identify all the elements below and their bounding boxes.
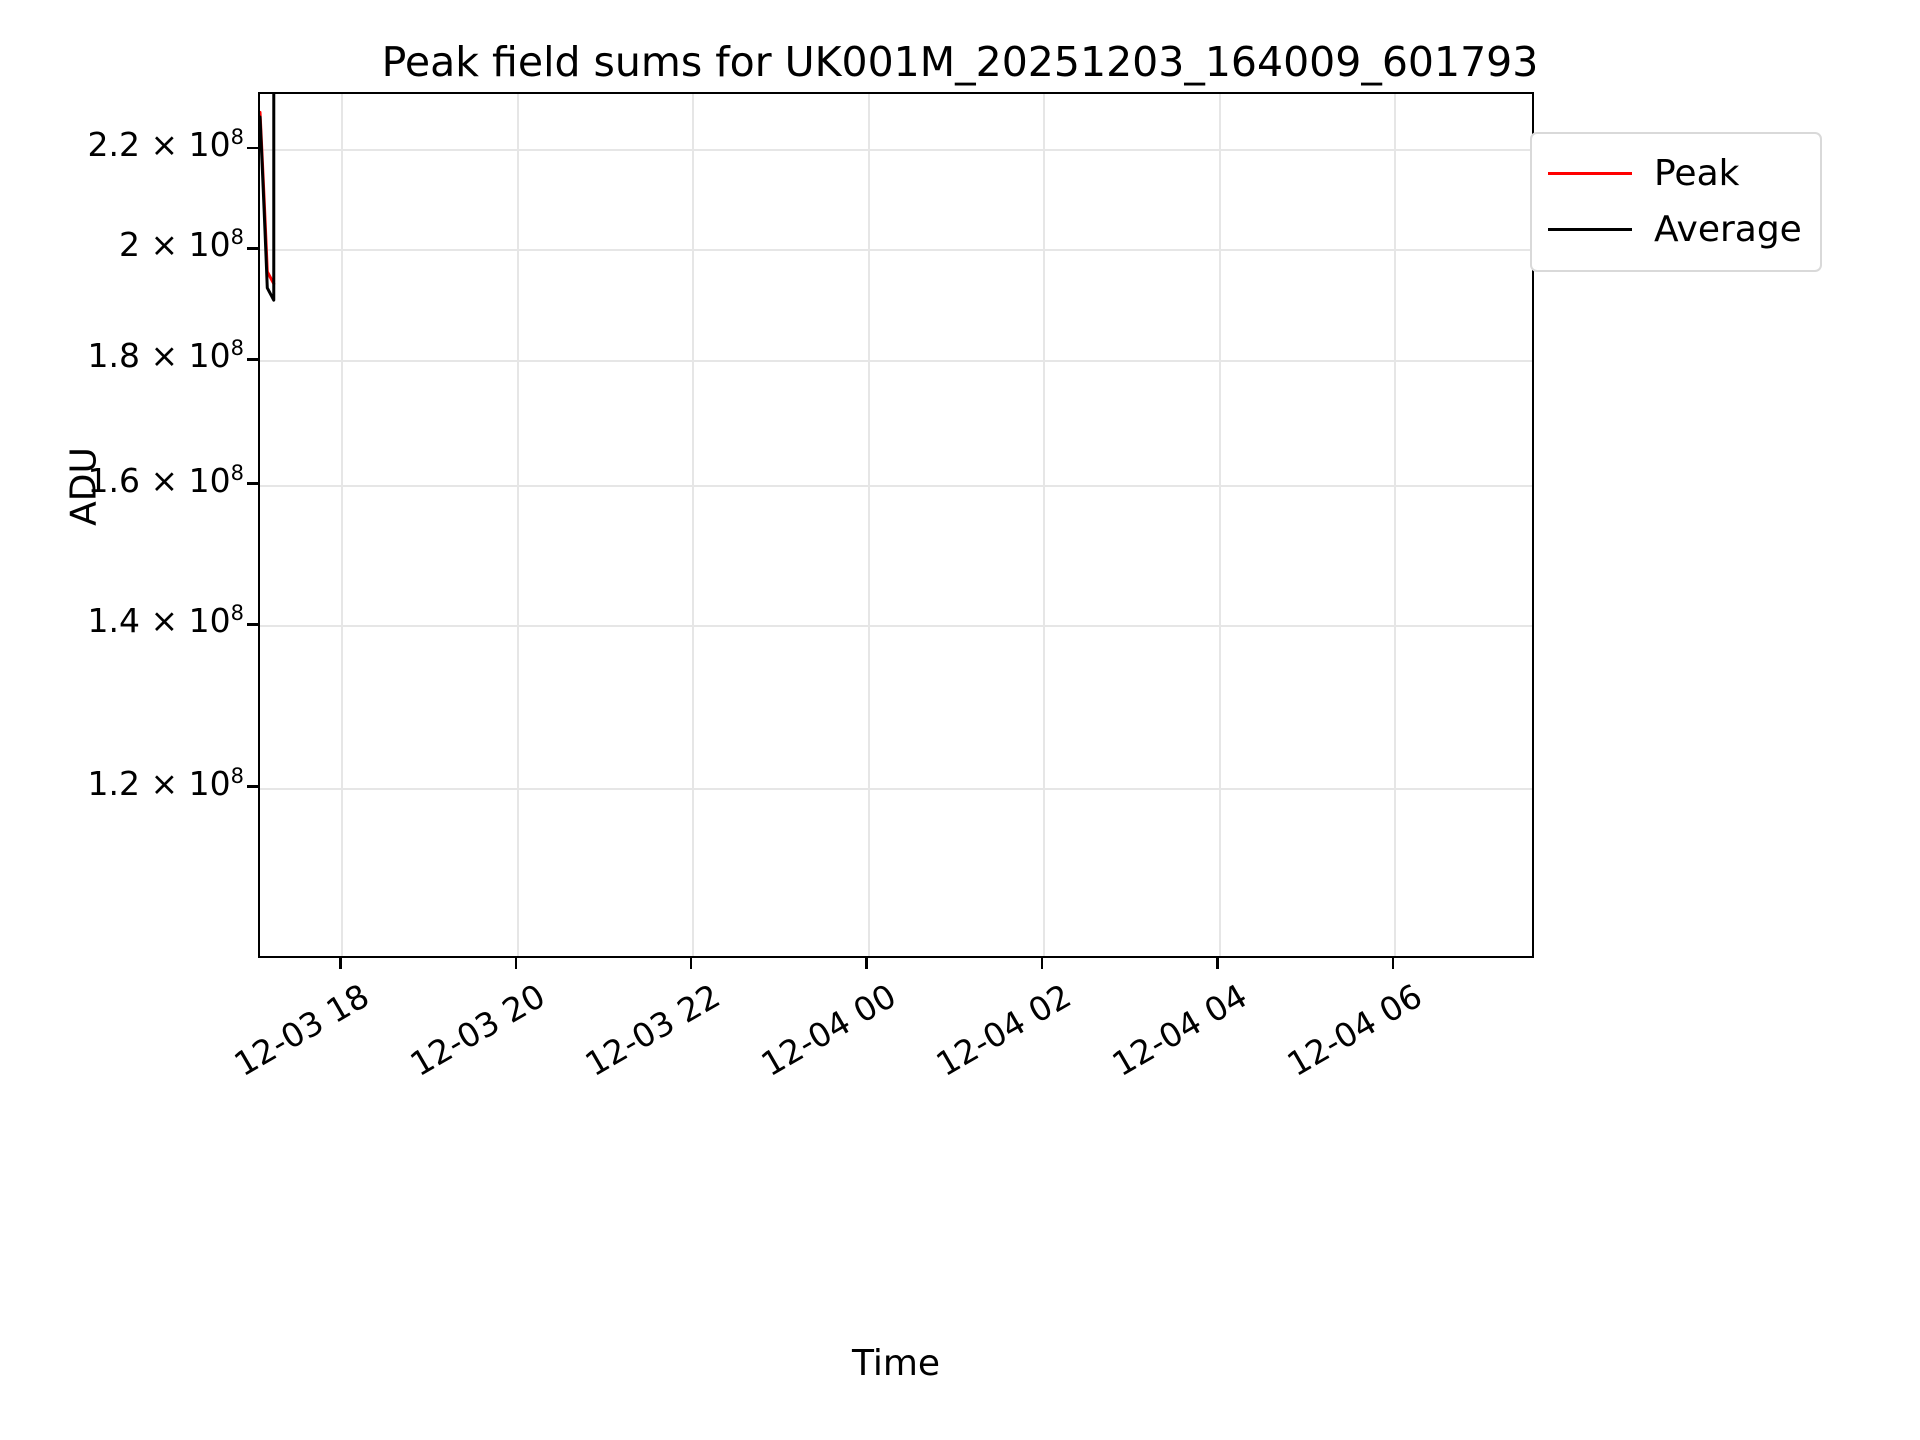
- gridline-horizontal: [260, 625, 1532, 628]
- y-tick-mark: [247, 247, 258, 250]
- x-tick-label-text: 12-03 20: [403, 976, 552, 1084]
- gridline-vertical: [1043, 94, 1046, 956]
- gridline-vertical: [692, 94, 695, 956]
- x-tick-label-text: 12-04 02: [929, 976, 1078, 1084]
- legend: Peak Average: [1530, 132, 1822, 272]
- y-tick-mark: [247, 146, 258, 150]
- x-tick-label-text: 12-03 18: [227, 976, 376, 1084]
- gridline-vertical: [1394, 94, 1396, 956]
- x-axis-label: Time: [851, 1343, 941, 1384]
- x-tick-mark: [1391, 958, 1395, 969]
- legend-entry-average: Average: [1548, 201, 1802, 257]
- x-tick-label-text: 12-04 00: [754, 976, 903, 1084]
- y-tick-label: 1.6 × 108: [87, 460, 244, 500]
- series-lines: [260, 94, 276, 302]
- gridline-horizontal: [260, 484, 1532, 487]
- x-tick-label-text: 12-04 04: [1105, 976, 1254, 1084]
- legend-swatch-peak: [1548, 171, 1632, 175]
- y-tick-mark: [247, 623, 258, 626]
- series-line-average: [260, 94, 276, 302]
- gridline-vertical: [867, 94, 870, 956]
- plot-area: [258, 92, 1534, 958]
- gridlines: [260, 94, 1532, 956]
- gridline-vertical: [516, 94, 519, 956]
- y-tick-label: 2.2 × 108: [87, 124, 244, 164]
- gridline-vertical: [341, 94, 344, 956]
- x-tick-mark: [865, 958, 868, 969]
- legend-entry-peak: Peak: [1548, 145, 1802, 201]
- gridline-horizontal: [260, 787, 1532, 790]
- legend-label-average: Average: [1654, 208, 1802, 250]
- y-tick-label: 1.2 × 108: [87, 763, 244, 803]
- gridline-horizontal: [260, 360, 1532, 363]
- legend-swatch-average: [1548, 227, 1632, 231]
- x-tick-mark: [1216, 958, 1219, 969]
- gridline-horizontal: [260, 148, 1532, 151]
- y-tick-label: 2 × 108: [119, 225, 244, 265]
- x-tick-mark: [689, 958, 693, 969]
- gridline-horizontal: [260, 249, 1532, 252]
- x-tick-mark: [514, 958, 517, 969]
- y-tick-mark: [247, 482, 258, 485]
- x-tick-label-text: 12-03 22: [578, 976, 727, 1084]
- x-tick-mark: [339, 958, 342, 969]
- chart-title: Peak field sums for UK001M_20251203_1640…: [381, 38, 1539, 86]
- y-tick-label: 1.8 × 108: [87, 336, 244, 376]
- y-tick-label: 1.4 × 108: [87, 601, 244, 641]
- y-tick-mark: [247, 785, 258, 788]
- x-tick-mark: [1040, 958, 1044, 969]
- gridline-vertical: [1218, 94, 1221, 956]
- y-tick-mark: [247, 358, 258, 361]
- legend-label-peak: Peak: [1654, 152, 1740, 194]
- x-tick-label-text: 12-04 06: [1280, 976, 1429, 1084]
